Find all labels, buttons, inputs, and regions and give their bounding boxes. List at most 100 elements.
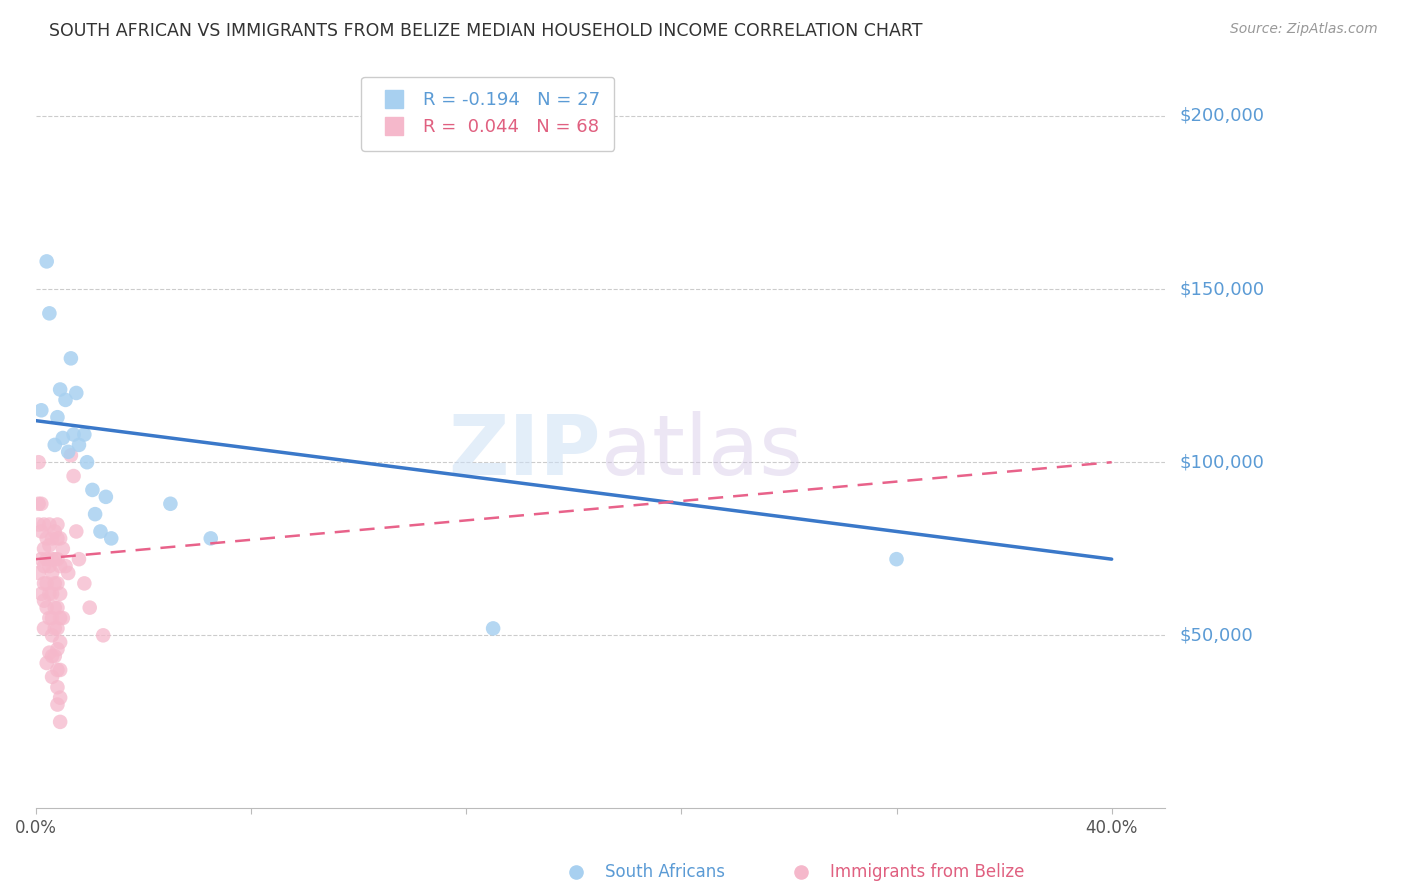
Point xyxy=(41,649,63,664)
Point xyxy=(73,576,96,591)
Point xyxy=(46,410,69,425)
Point xyxy=(35,600,58,615)
Point xyxy=(46,621,69,635)
Point xyxy=(41,566,63,580)
Point xyxy=(62,469,84,483)
Point xyxy=(41,611,63,625)
Point xyxy=(30,587,52,601)
Point xyxy=(65,524,87,539)
Point xyxy=(38,646,60,660)
Point xyxy=(62,427,84,442)
Text: South Africans: South Africans xyxy=(605,863,724,881)
Point xyxy=(52,541,75,556)
Point xyxy=(565,865,588,880)
Point xyxy=(200,532,222,546)
Point xyxy=(32,517,55,532)
Point xyxy=(82,483,104,497)
Point xyxy=(41,532,63,546)
Text: $50,000: $50,000 xyxy=(1180,626,1253,644)
Point xyxy=(100,532,122,546)
Point xyxy=(38,306,60,320)
Point xyxy=(41,587,63,601)
Text: atlas: atlas xyxy=(600,410,803,491)
Point xyxy=(44,552,66,566)
Point xyxy=(46,517,69,532)
Point xyxy=(65,386,87,401)
Point xyxy=(44,438,66,452)
Point xyxy=(46,680,69,694)
Point xyxy=(58,566,80,580)
Point xyxy=(67,552,90,566)
Point xyxy=(38,538,60,552)
Point xyxy=(59,351,82,366)
Point xyxy=(44,524,66,539)
Point xyxy=(46,663,69,677)
Point xyxy=(52,431,75,445)
Point xyxy=(35,254,58,268)
Point xyxy=(159,497,181,511)
Point xyxy=(49,383,72,397)
Point xyxy=(38,587,60,601)
Point xyxy=(27,517,49,532)
Text: $100,000: $100,000 xyxy=(1180,453,1264,471)
Point xyxy=(55,392,77,407)
Point xyxy=(27,566,49,580)
Point xyxy=(35,576,58,591)
Point xyxy=(38,517,60,532)
Point xyxy=(59,448,82,462)
Point xyxy=(49,635,72,649)
Point xyxy=(73,427,96,442)
Point xyxy=(76,455,98,469)
Point xyxy=(49,690,72,705)
Point xyxy=(58,445,80,459)
Point xyxy=(27,455,49,469)
Point xyxy=(30,497,52,511)
Point xyxy=(49,663,72,677)
Point xyxy=(89,524,111,539)
Point xyxy=(35,552,58,566)
Point xyxy=(35,656,58,670)
Text: Immigrants from Belize: Immigrants from Belize xyxy=(830,863,1024,881)
Point xyxy=(91,628,114,642)
Point xyxy=(44,621,66,635)
Point xyxy=(32,621,55,635)
Point xyxy=(32,593,55,607)
Point xyxy=(30,524,52,539)
Point xyxy=(49,611,72,625)
Point xyxy=(49,559,72,574)
Point xyxy=(46,600,69,615)
Point xyxy=(46,532,69,546)
Point xyxy=(38,611,60,625)
Point xyxy=(886,552,908,566)
Point xyxy=(49,532,72,546)
Point xyxy=(44,576,66,591)
Legend: R = -0.194   N = 27, R =  0.044   N = 68: R = -0.194 N = 27, R = 0.044 N = 68 xyxy=(361,77,614,151)
Point xyxy=(94,490,117,504)
Point xyxy=(55,559,77,574)
Point xyxy=(49,587,72,601)
Text: Source: ZipAtlas.com: Source: ZipAtlas.com xyxy=(1230,22,1378,37)
Point xyxy=(32,541,55,556)
Point xyxy=(79,600,101,615)
Point xyxy=(41,628,63,642)
Point xyxy=(46,552,69,566)
Text: $150,000: $150,000 xyxy=(1180,280,1264,298)
Text: SOUTH AFRICAN VS IMMIGRANTS FROM BELIZE MEDIAN HOUSEHOLD INCOME CORRELATION CHAR: SOUTH AFRICAN VS IMMIGRANTS FROM BELIZE … xyxy=(49,22,922,40)
Point xyxy=(35,532,58,546)
Point xyxy=(44,600,66,615)
Point xyxy=(52,611,75,625)
Point xyxy=(482,621,505,635)
Point xyxy=(32,576,55,591)
Point xyxy=(44,649,66,664)
Point xyxy=(46,698,69,712)
Text: $200,000: $200,000 xyxy=(1180,107,1264,125)
Point xyxy=(38,559,60,574)
Point xyxy=(790,865,813,880)
Point xyxy=(46,642,69,657)
Point xyxy=(41,670,63,684)
Text: ZIP: ZIP xyxy=(449,410,600,491)
Point xyxy=(41,552,63,566)
Point xyxy=(30,552,52,566)
Point xyxy=(32,559,55,574)
Point xyxy=(30,403,52,417)
